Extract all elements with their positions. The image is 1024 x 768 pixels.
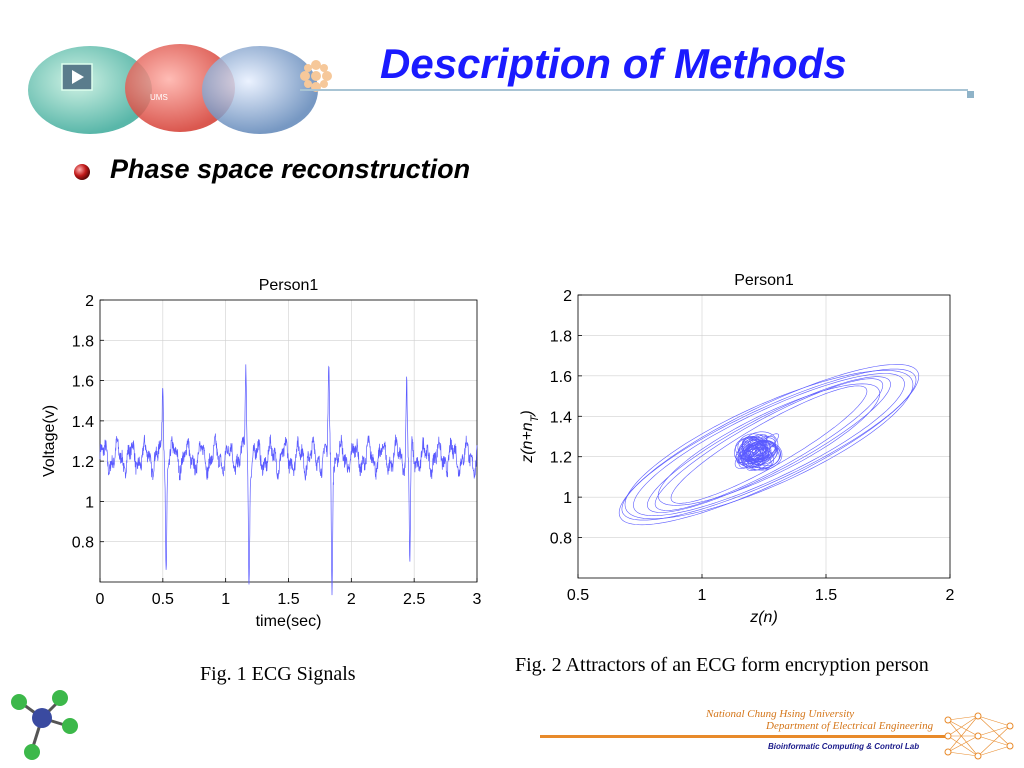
slide-title: Description of Methods [380,40,847,87]
molecule-icon [11,690,78,760]
x-tick-label: 2.5 [403,591,425,608]
y-tick-label: 1.2 [550,450,572,467]
chart2-x-axis-label: z(n) [749,609,778,626]
attractor-core-loop [733,435,768,465]
attractor-core-loop [749,439,764,464]
chart1-y-axis-label: Voltage(v) [41,405,58,477]
x-tick-label: 0.5 [567,587,589,604]
chart2-title: Person1 [734,272,794,289]
attractor-outer-loop [654,378,884,511]
attractor-core-loop [746,440,778,465]
x-tick-label: 1.5 [277,591,299,608]
x-tick-label: 2 [347,591,356,608]
x-tick-label: 3 [473,591,482,608]
chart1-grid [99,299,478,582]
attractor-core-loop [735,434,768,463]
chart2-plot-frame [577,294,951,579]
y-tick-label: 1.6 [550,369,572,386]
ecg-signal-chart: Person1 0 0.5 1 1.5 2 2.5 3 0.811.21.41.61.82 … [41,277,482,630]
attractor-outer-loop [670,385,868,504]
attractor-outer-loop [621,368,917,521]
attractor-outer-loop [618,364,920,526]
x-tick-label: 1.5 [815,587,837,604]
attractor-core-loop [740,445,772,467]
y-tick-label: 0.8 [550,531,572,548]
title-rule [300,89,968,91]
footer-rule [540,735,945,738]
attractor-outer-loop [624,370,914,520]
y-tick-label: 1.6 [72,374,94,391]
title-rule-end-square [967,91,974,98]
footer-university: National Chung Hsing University [706,708,855,720]
globe-red [125,44,235,132]
x-tick-label: 0.5 [152,591,174,608]
header-globes-image: UMS [28,44,332,134]
y-tick-label: 2 [85,293,94,310]
attractor-core-loop [745,447,765,466]
ecg-trace [99,364,478,596]
footer-department: Department of Electrical Engineering [766,720,934,732]
x-tick-label: 0 [96,591,105,608]
x-tick-label: 1 [698,587,707,604]
bullet-text: Phase space reconstruction [110,154,471,184]
attractor-core-loop [736,447,771,465]
globe-earth [202,46,318,134]
attractor-core-loop [748,436,769,457]
attractor-outer-loop [633,373,905,517]
y-tick-label: 1 [85,494,94,511]
y-tick-label: 1.2 [72,454,94,471]
attractor-trajectory [618,364,920,526]
y-tick-label: 1.4 [72,414,94,431]
bullet-sphere-icon [74,164,90,180]
attractor-chart: Person1 0.5 1 1.5 2 0.811.21.41.61.82 z(n) … [519,272,955,626]
attractor-outer-loop [657,383,881,506]
y-tick-label: 1.8 [550,328,572,345]
y-tick-label: 0.8 [72,535,94,552]
y-tick-label: 1.4 [550,409,572,426]
chart2-y-axis-label: z(n+nT) [519,410,541,464]
attractor-outer-loop [647,376,891,513]
attractor-core-loop [749,447,775,469]
flower-icon [300,60,332,92]
logo-text: UMS [150,93,168,102]
figure2-caption: Fig. 2 Attractors of an ECG form encrypt… [515,654,929,676]
x-tick-label: 2 [946,587,955,604]
y-tick-label: 1.8 [72,333,94,350]
y-tick-label: 2 [563,288,572,305]
neural-network-icon [944,712,1014,760]
chart1-title: Person1 [259,277,319,294]
y-tick-label: 1 [563,490,572,507]
footer-lab-name: Bioinformatic Computing & Control Lab [768,742,920,751]
x-tick-label: 1 [221,591,230,608]
figure1-caption: Fig. 1 ECG Signals [200,663,356,685]
chart1-x-axis-label: time(sec) [256,613,322,630]
